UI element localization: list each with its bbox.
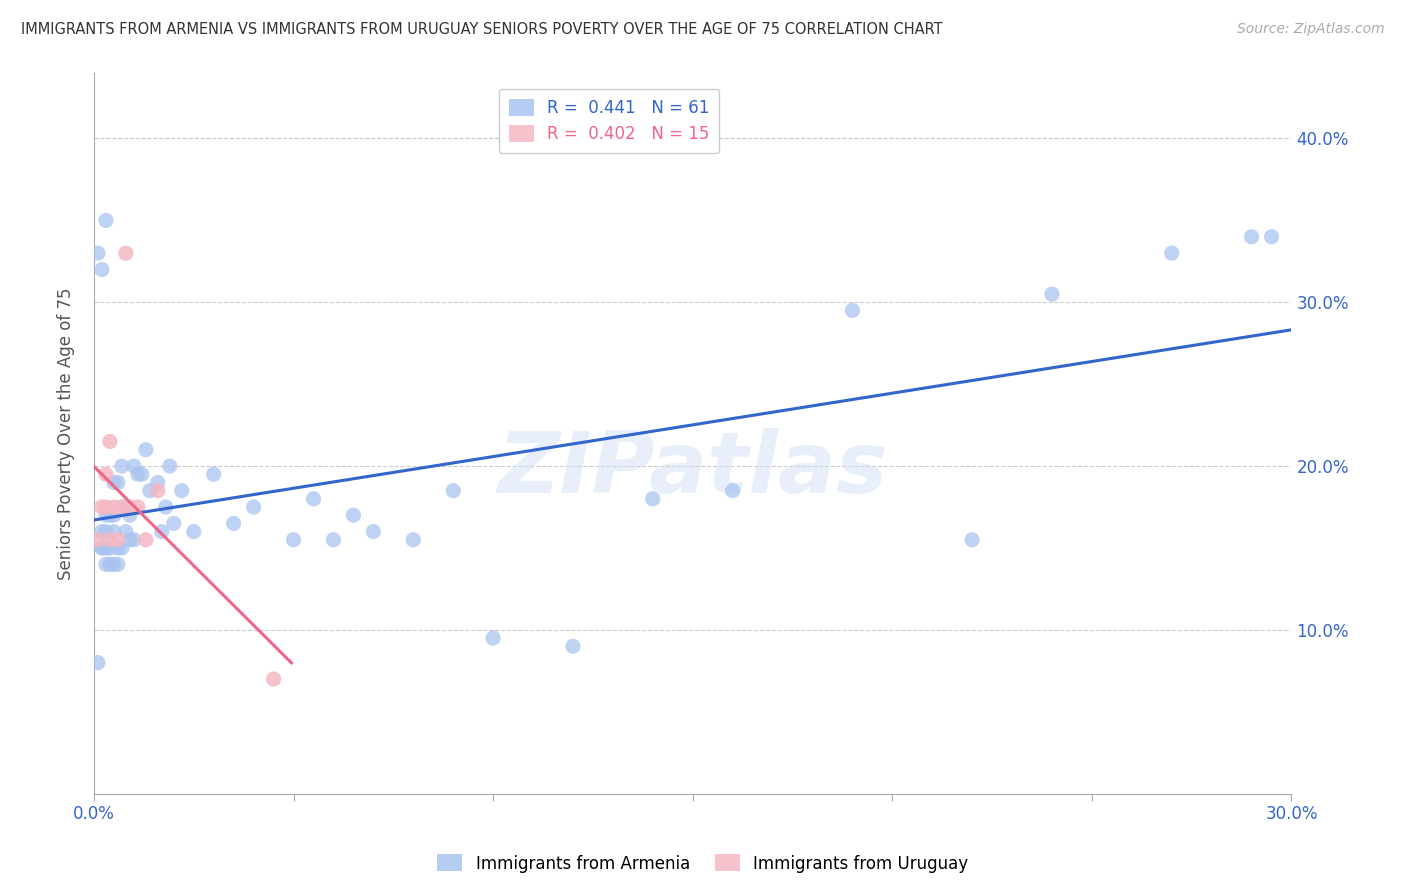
Point	[94, 467, 117, 482]
Point	[111, 541, 134, 555]
Point	[150, 524, 173, 539]
Legend: Immigrants from Armenia, Immigrants from Uruguay: Immigrants from Armenia, Immigrants from…	[430, 847, 976, 880]
Point	[263, 672, 285, 686]
Point	[115, 246, 138, 260]
Legend: R =  0.441   N = 61, R =  0.402   N = 15: R = 0.441 N = 61, R = 0.402 N = 15	[499, 88, 720, 153]
Point	[115, 500, 138, 514]
Point	[90, 524, 112, 539]
Point	[135, 533, 157, 547]
Point	[103, 524, 125, 539]
Point	[122, 459, 145, 474]
Point	[222, 516, 245, 531]
Point	[98, 541, 121, 555]
Point	[87, 246, 110, 260]
Point	[1240, 229, 1263, 244]
Point	[242, 500, 264, 514]
Y-axis label: Seniors Poverty Over the Age of 75: Seniors Poverty Over the Age of 75	[58, 287, 75, 580]
Point	[90, 541, 112, 555]
Point	[841, 303, 863, 318]
Point	[960, 533, 983, 547]
Point	[98, 558, 121, 572]
Point	[87, 533, 110, 547]
Point	[90, 500, 112, 514]
Point	[163, 516, 186, 531]
Point	[183, 524, 205, 539]
Point	[87, 656, 110, 670]
Point	[94, 524, 117, 539]
Point	[115, 524, 138, 539]
Point	[1260, 229, 1282, 244]
Point	[94, 213, 117, 227]
Point	[118, 500, 141, 514]
Point	[322, 533, 344, 547]
Point	[118, 533, 141, 547]
Point	[482, 631, 505, 645]
Text: ZIPatlas: ZIPatlas	[498, 428, 887, 511]
Point	[94, 500, 117, 514]
Point	[641, 491, 664, 506]
Point	[98, 533, 121, 547]
Point	[159, 459, 181, 474]
Point	[127, 467, 149, 482]
Point	[107, 541, 129, 555]
Point	[363, 524, 385, 539]
Point	[111, 459, 134, 474]
Point	[94, 508, 117, 523]
Point	[561, 640, 583, 654]
Point	[131, 467, 153, 482]
Point	[94, 541, 117, 555]
Point	[111, 500, 134, 514]
Point	[342, 508, 364, 523]
Point	[107, 475, 129, 490]
Point	[1160, 246, 1182, 260]
Point	[402, 533, 425, 547]
Point	[283, 533, 305, 547]
Point	[202, 467, 225, 482]
Point	[111, 500, 134, 514]
Point	[94, 558, 117, 572]
Text: Source: ZipAtlas.com: Source: ZipAtlas.com	[1237, 22, 1385, 37]
Point	[721, 483, 744, 498]
Point	[107, 558, 129, 572]
Point	[103, 508, 125, 523]
Point	[155, 500, 177, 514]
Text: IMMIGRANTS FROM ARMENIA VS IMMIGRANTS FROM URUGUAY SENIORS POVERTY OVER THE AGE : IMMIGRANTS FROM ARMENIA VS IMMIGRANTS FR…	[21, 22, 942, 37]
Point	[146, 475, 169, 490]
Point	[139, 483, 162, 498]
Point	[98, 508, 121, 523]
Point	[90, 262, 112, 277]
Point	[302, 491, 325, 506]
Point	[103, 500, 125, 514]
Point	[107, 533, 129, 547]
Point	[118, 508, 141, 523]
Point	[170, 483, 193, 498]
Point	[146, 483, 169, 498]
Point	[441, 483, 464, 498]
Point	[122, 533, 145, 547]
Point	[98, 434, 121, 449]
Point	[127, 500, 149, 514]
Point	[135, 442, 157, 457]
Point	[1040, 287, 1063, 301]
Point	[103, 475, 125, 490]
Point	[103, 558, 125, 572]
Point	[90, 541, 112, 555]
